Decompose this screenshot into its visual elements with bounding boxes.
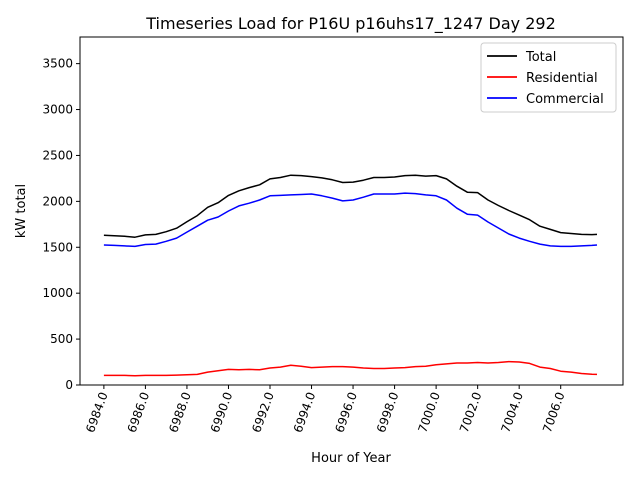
legend-label-residential: Residential	[526, 71, 598, 86]
legend-label-total: Total	[525, 50, 556, 65]
series-layer	[103, 174, 598, 377]
series-line-total	[103, 174, 598, 238]
chart-title: Timeseries Load for P16U p16uhs17_1247 D…	[145, 14, 556, 34]
y-tick-label: 2500	[42, 148, 73, 162]
x-axis-label: Hour of Year	[311, 451, 391, 466]
y-tick-label: 1500	[42, 240, 73, 254]
y-tick-label: 500	[50, 332, 73, 346]
series-line-commercial	[103, 192, 598, 248]
y-tick-label: 3000	[42, 103, 73, 117]
y-axis: 0 500 1000 1500 2000 2500 3000 3500	[42, 57, 80, 392]
legend-box	[480, 42, 617, 113]
y-tick-label: 2000	[42, 194, 73, 208]
y-tick-label: 0	[65, 378, 73, 392]
series-line-residential	[103, 360, 598, 377]
y-axis-label: kW total	[14, 184, 29, 238]
legend: Total Residential Commercial	[480, 42, 617, 113]
y-tick-label: 1000	[42, 286, 73, 300]
axes-frame	[79, 36, 624, 386]
legend-label-commercial: Commercial	[526, 92, 604, 107]
y-tick-label: 3500	[42, 57, 73, 71]
